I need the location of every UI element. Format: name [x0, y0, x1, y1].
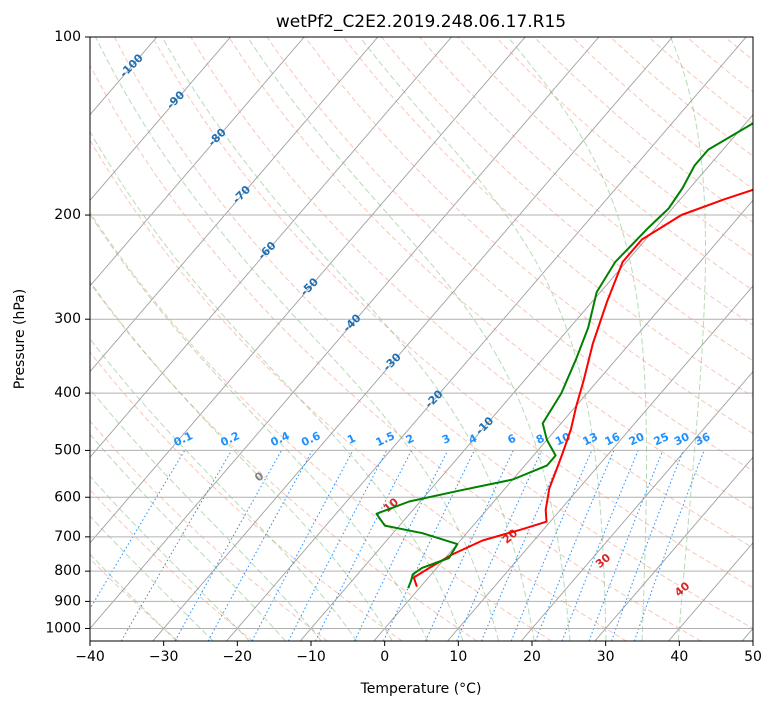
y-tick-label: 300	[54, 311, 81, 327]
x-tick-label: 0	[380, 649, 389, 665]
y-tick-label: 200	[54, 207, 81, 223]
x-tick-label: 50	[744, 649, 762, 665]
y-axis-label: Pressure (hPa)	[12, 289, 28, 389]
x-tick-label: −30	[149, 649, 179, 665]
y-tick-label: 500	[54, 442, 81, 458]
x-axis-label: Temperature (°C)	[360, 681, 482, 697]
y-tick-label: 700	[54, 529, 81, 545]
y-tick-label: 900	[54, 593, 81, 609]
y-tick-label: 1000	[45, 620, 81, 636]
chart-title: wetPf2_C2E2.2019.248.06.17.R15	[276, 12, 566, 32]
x-tick-label: −20	[223, 649, 253, 665]
y-tick-label: 400	[54, 385, 81, 401]
x-tick-label: 10	[449, 649, 467, 665]
x-tick-label: −40	[75, 649, 105, 665]
x-tick-label: 30	[597, 649, 615, 665]
y-tick-label: 100	[54, 29, 81, 45]
y-tick-label: 800	[54, 563, 81, 579]
x-tick-label: 40	[670, 649, 688, 665]
y-tick-label: 600	[54, 489, 81, 505]
x-tick-label: −10	[296, 649, 326, 665]
x-tick-label: 20	[523, 649, 541, 665]
